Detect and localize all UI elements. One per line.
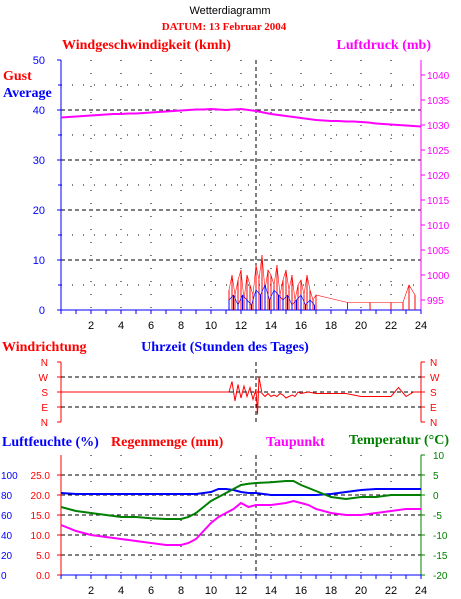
wind-x-tick-label: 2 xyxy=(88,320,94,332)
rain-tick-label: 15.0 xyxy=(31,511,51,522)
rain-tick-label: 20.0 xyxy=(31,491,51,502)
wind-x-tick-label: 10 xyxy=(205,320,217,332)
direction-left-label: W xyxy=(39,373,49,384)
wind-left-tick-label: 20 xyxy=(33,205,45,217)
direction-right-label: S xyxy=(430,388,437,399)
date-label: DATUM: 13 Februar 2004 xyxy=(162,21,287,33)
wind-pressure-panel: 0102030405099510001005101010151020102510… xyxy=(33,55,450,332)
direction-right-label: E xyxy=(430,403,437,414)
pressure-axis-title: Luftdruck (mb) xyxy=(336,38,431,53)
pressure-tick-label: 1025 xyxy=(427,146,450,157)
climate-x-tick-label: 4 xyxy=(118,585,124,597)
wind-direction-axis-title: Windrichtung xyxy=(2,340,87,355)
temperature-axis-title: Temperatur (°C) xyxy=(349,433,449,448)
wind-x-tick-label: 12 xyxy=(235,320,247,332)
dewpoint-line xyxy=(60,499,421,546)
humidity-tick-label: 60 xyxy=(1,511,13,522)
temperature-tick-label: 0 xyxy=(433,491,439,502)
pressure-tick-label: 1000 xyxy=(427,271,450,282)
wind-x-tick-label: 16 xyxy=(295,320,307,332)
pressure-tick-label: 1010 xyxy=(427,221,450,232)
pressure-tick-label: 1015 xyxy=(427,196,450,207)
page-title: Wetterdiagramm xyxy=(189,5,270,17)
direction-right-label: N xyxy=(430,418,437,429)
climate-x-tick-label: 14 xyxy=(265,585,277,597)
gust-legend-label: Gust xyxy=(3,69,32,84)
rain-axis-title: Regenmenge (mm) xyxy=(111,435,224,450)
pressure-tick-label: 995 xyxy=(427,296,444,307)
climate-x-tick-label: 22 xyxy=(385,585,397,597)
wind-x-tick-label: 22 xyxy=(385,320,397,332)
direction-left-label: N xyxy=(41,418,48,429)
temperature-tick-label: 10 xyxy=(433,451,445,462)
humidity-line xyxy=(60,488,421,496)
temperature-tick-label: -20 xyxy=(433,571,448,582)
climate-panel: 0204060801000.05.010.015.020.025.0-20-15… xyxy=(1,451,448,597)
wind-speed-axis-title: Windgeschwindigkeit (kmh) xyxy=(62,38,231,53)
wind-left-tick-label: 10 xyxy=(33,255,45,267)
direction-left-label: N xyxy=(41,358,48,369)
climate-x-tick-label: 16 xyxy=(295,585,307,597)
climate-x-tick-label: 18 xyxy=(325,585,337,597)
wind-left-tick-label: 30 xyxy=(33,155,45,167)
rain-tick-label: 25.0 xyxy=(31,471,51,482)
direction-left-label: S xyxy=(41,388,48,399)
gust-spike-outline xyxy=(228,254,416,303)
pressure-tick-label: 1040 xyxy=(427,71,450,82)
pressure-tick-label: 1030 xyxy=(427,121,450,132)
temperature-tick-label: 5 xyxy=(433,471,439,482)
direction-right-label: N xyxy=(430,358,437,369)
wind-x-tick-label: 18 xyxy=(325,320,337,332)
temperature-tick-label: -10 xyxy=(433,531,448,542)
pressure-tick-label: 1035 xyxy=(427,96,450,107)
climate-x-tick-label: 10 xyxy=(205,585,217,597)
climate-x-tick-label: 24 xyxy=(415,585,427,597)
wind-x-tick-label: 8 xyxy=(178,320,184,332)
time-axis-title: Uhrzeit (Stunden des Tages) xyxy=(141,340,309,355)
direction-left-label: E xyxy=(41,403,48,414)
climate-x-tick-label: 8 xyxy=(178,585,184,597)
average-legend-label: Average xyxy=(3,86,52,101)
wind-left-tick-label: 40 xyxy=(33,105,45,117)
dewpoint-axis-title: Taupunkt xyxy=(266,435,325,450)
wind-x-tick-label: 14 xyxy=(265,320,277,332)
pressure-line xyxy=(60,107,422,128)
wind-left-tick-label: 50 xyxy=(33,55,45,67)
climate-x-tick-label: 6 xyxy=(148,585,154,597)
wind-x-tick-label: 6 xyxy=(148,320,154,332)
temperature-tick-label: -15 xyxy=(433,551,448,562)
humidity-axis-title: Luftfeuchte (%) xyxy=(2,435,99,450)
wind-left-tick-label: 0 xyxy=(39,305,45,317)
pressure-tick-label: 1020 xyxy=(427,171,450,182)
temperature-line xyxy=(60,480,421,520)
rain-tick-label: 0.0 xyxy=(36,571,50,582)
rain-tick-label: 5.0 xyxy=(36,551,50,562)
direction-line xyxy=(61,376,421,415)
wind-x-tick-label: 24 xyxy=(415,320,427,332)
wind-x-tick-label: 4 xyxy=(118,320,124,332)
climate-x-tick-label: 12 xyxy=(235,585,247,597)
temperature-tick-label: -5 xyxy=(433,511,442,522)
climate-x-tick-label: 20 xyxy=(355,585,367,597)
pressure-tick-label: 1005 xyxy=(427,246,450,257)
direction-right-label: W xyxy=(430,373,440,384)
wind-x-tick-label: 20 xyxy=(355,320,367,332)
wind-direction-panel: N NW WS SE EN N xyxy=(39,358,440,429)
humidity-tick-label: 20 xyxy=(1,551,13,562)
rain-tick-label: 10.0 xyxy=(31,531,51,542)
climate-x-tick-label: 2 xyxy=(88,585,94,597)
humidity-tick-label: 100 xyxy=(1,471,18,482)
humidity-tick-label: 80 xyxy=(1,491,13,502)
humidity-tick-label: 0 xyxy=(1,571,7,582)
humidity-tick-label: 40 xyxy=(1,531,13,542)
average-spike-outline xyxy=(228,284,315,306)
